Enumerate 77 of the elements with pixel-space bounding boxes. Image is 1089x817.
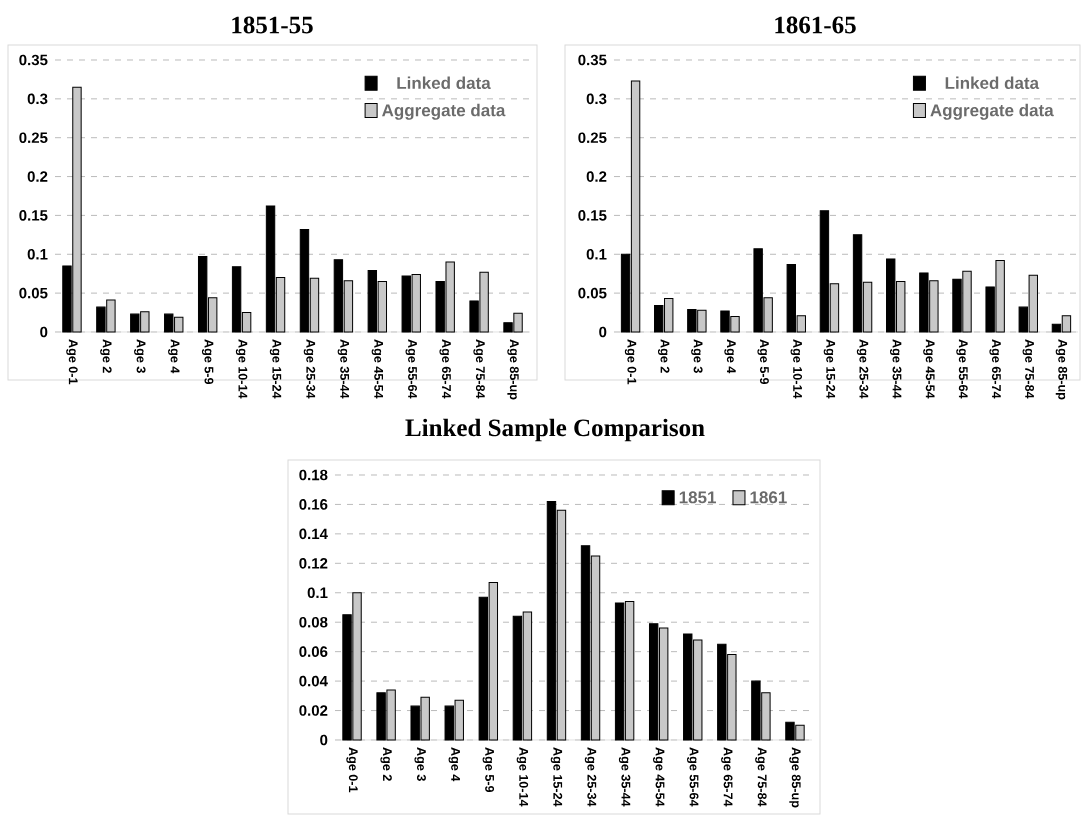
x-tick-label: Age 4 [724,339,736,374]
x-tick-label: Age 0-1 [346,747,358,793]
x-tick-label: Age 10-14 [516,747,529,807]
y-tick-label: 0.08 [299,616,328,628]
x-tick-label: Age 5-9 [757,339,769,385]
x-tick-label: Age 45-54 [371,339,384,399]
chart-title: 1851-55 [232,16,313,34]
x-tick-label: Age 2 [657,339,670,373]
y-tick-label: 0.35 [578,54,607,66]
y-tick-label: 0 [40,326,48,338]
y-tick-label: 0.02 [299,705,328,716]
x-tick-label: Age 75-84 [473,339,485,399]
x-tick-label: Age 55-64 [405,339,417,399]
legend-label: Linked data [397,76,491,90]
x-tick-label: Age 5-9 [201,339,214,385]
x-tick-label: Age 35-44 [337,339,350,399]
legend-label: Aggregate data [382,103,506,120]
y-tick-label: 0.15 [19,210,48,221]
y-tick-label: 0.14 [299,528,328,540]
y-tick-label: 0.04 [299,675,328,687]
x-tick-label: Age 85-up [789,747,801,808]
y-tick-label: 0.25 [578,132,607,144]
y-tick-label: 0.1 [307,587,328,599]
y-tick-label: 0.06 [299,646,328,657]
x-tick-label: Age 45-54 [653,747,665,807]
y-tick-label: 0.3 [27,93,48,105]
x-tick-label: Age 10-14 [790,339,803,399]
x-tick-label: Age 25-34 [584,747,597,807]
y-tick-label: 0.2 [27,171,48,182]
legend-label: 1861 [750,491,787,504]
chart-title: 1861-65 [775,16,856,34]
x-tick-label: Age 25-34 [303,339,316,399]
x-tick-label: Age 15-24 [269,339,282,399]
y-tick-label: 0.2 [586,171,607,182]
x-tick-label: Age 2 [100,339,112,373]
legend-label: Linked data [945,76,1040,90]
x-tick-label: Age 0-1 [66,339,78,385]
x-tick-label: Age 45-54 [923,339,935,399]
y-tick-label: 0.18 [299,469,328,481]
y-tick-label: 0.05 [19,287,48,299]
x-tick-label: Age 2 [380,747,392,781]
y-tick-label: 0 [599,326,607,338]
x-tick-label: Age 55-64 [687,747,699,807]
x-tick-label: Age 65-74 [439,339,451,399]
y-tick-label: 0.3 [586,93,607,105]
x-tick-label: Age 35-44 [889,339,902,399]
chart-title: Linked Sample Comparison [405,418,705,442]
y-tick-label: 0.15 [578,210,607,221]
y-tick-label: 0.25 [19,132,48,144]
x-tick-label: Age 55-64 [956,339,968,399]
y-tick-label: 0.05 [578,287,607,299]
y-tick-label: 0.1 [586,248,607,260]
y-tick-label: 0.1 [27,248,48,260]
legend-label: 1851 [679,491,716,504]
x-tick-label: Age 3 [691,339,703,373]
x-tick-label: Age 0-1 [624,339,637,385]
x-tick-label: Age 3 [134,339,146,373]
x-tick-label: Age 3 [414,747,426,781]
x-tick-label: Age 25-34 [856,339,869,399]
x-tick-label: Age 65-74 [721,747,733,807]
y-tick-label: 0.35 [19,54,48,66]
legend-label: Aggregate data [930,103,1054,120]
x-tick-label: Age 75-84 [1022,339,1035,399]
x-tick-label: Age 10-14 [235,339,248,399]
y-tick-label: 0.16 [299,499,328,510]
x-tick-label: Age 5-9 [482,747,495,793]
x-tick-label: Age 4 [168,339,180,374]
x-tick-label: Age 65-74 [989,339,1001,399]
x-tick-label: Age 4 [448,747,460,782]
x-tick-label: Age 15-24 [550,747,563,807]
x-tick-label: Age 85-up [1055,339,1068,400]
y-tick-label: 0 [320,734,328,746]
x-tick-label: Age 75-84 [755,747,767,807]
x-tick-label: Age 15-24 [823,339,836,399]
y-tick-label: 0.12 [299,558,328,569]
x-tick-label: Age 85-up [507,339,519,400]
x-tick-label: Age 35-44 [618,747,631,807]
